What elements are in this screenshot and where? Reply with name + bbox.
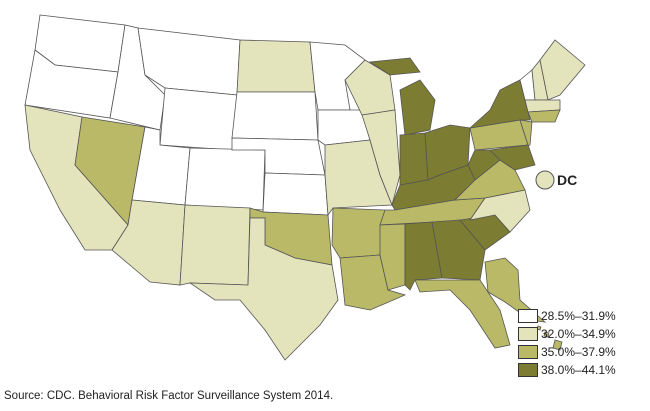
legend-label: 35.0%–37.9% (541, 345, 616, 359)
state-fl (414, 279, 511, 349)
state-sd (231, 91, 319, 141)
state-ct (527, 109, 561, 123)
state-mi (399, 79, 436, 136)
state-hi (543, 331, 550, 338)
legend-item: 32.0%–34.9% (518, 326, 616, 342)
dc-label: DC (557, 172, 578, 188)
state-ar (331, 207, 386, 259)
state-md (489, 144, 536, 171)
state-mi (368, 57, 421, 76)
state-nm (179, 204, 251, 286)
legend-label: 38.0%–44.1% (541, 363, 616, 377)
state-nd (236, 39, 316, 93)
state-tx (188, 217, 339, 361)
state-mn (309, 41, 366, 111)
legend-swatch (518, 309, 538, 323)
legend-label: 32.0%–34.9% (541, 327, 616, 341)
legend-swatch (518, 327, 538, 341)
legend-swatch (518, 363, 538, 377)
state-ga (431, 219, 486, 281)
state-ms (379, 223, 406, 291)
legend-item: 28.5%–31.9% (518, 308, 616, 324)
state-in (399, 132, 429, 186)
state-wi (344, 59, 396, 116)
legend-label: 28.5%–31.9% (541, 309, 616, 323)
state-co (184, 147, 266, 211)
state-hi (552, 339, 563, 351)
state-ks (262, 172, 329, 216)
legend-item: 35.0%–37.9% (518, 344, 616, 360)
legend-swatch (518, 345, 538, 359)
legend-item: 38.0%–44.1% (518, 362, 616, 378)
source-note: Source: CDC. Behavioral Risk Factor Surv… (4, 390, 334, 402)
state-ak (484, 257, 547, 323)
state-wy (159, 87, 238, 151)
legend: 28.5%–31.9% 32.0%–34.9% 35.0%–37.9% 38.0… (518, 308, 616, 380)
state-me (539, 39, 586, 101)
state-dc (535, 170, 555, 190)
